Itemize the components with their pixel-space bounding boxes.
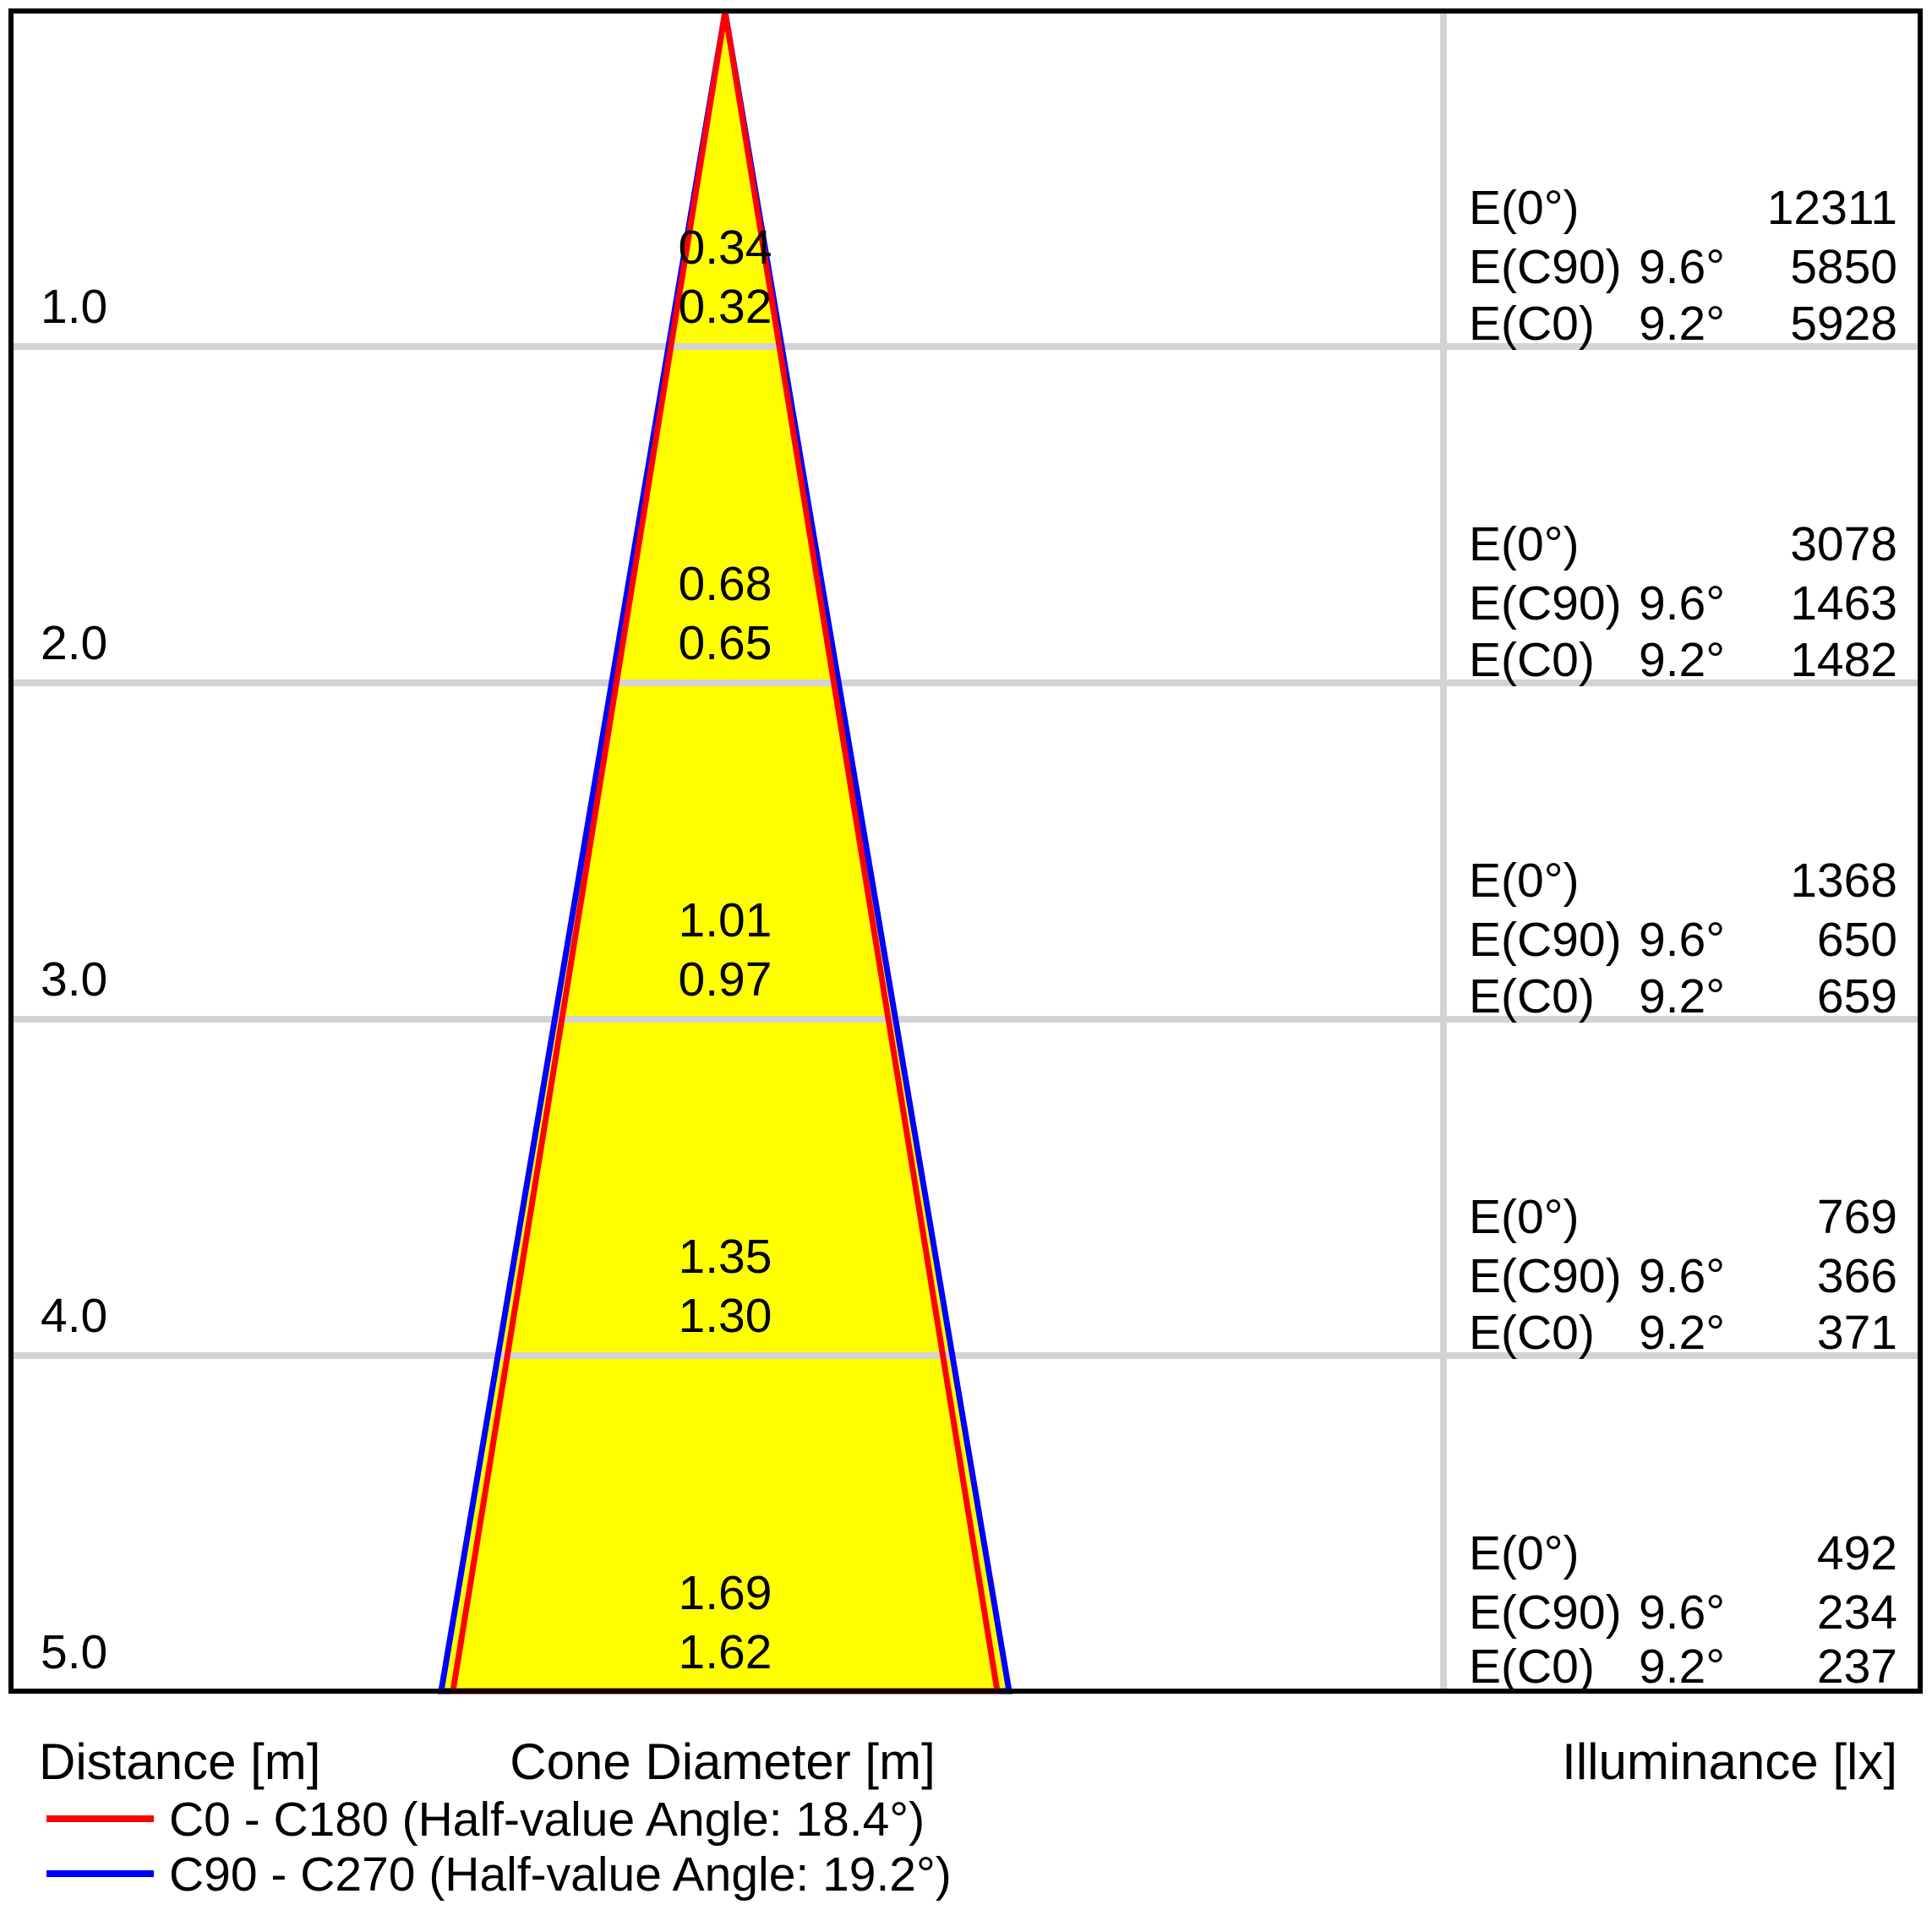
- ec0-label: E(C0): [1469, 297, 1595, 351]
- ec0-label: E(C0): [1469, 1640, 1595, 1694]
- e0-label: E(0°): [1469, 1526, 1579, 1580]
- ec90-angle: 9.6°: [1639, 1249, 1725, 1303]
- legend-c90-label: C90 - C270 (Half-value Angle: 19.2°): [169, 1847, 952, 1902]
- distance-value: 5.0: [41, 1625, 107, 1679]
- e0-value: 492: [1817, 1526, 1897, 1580]
- ec0-value: 371: [1817, 1306, 1897, 1360]
- cone-diameter-c90: 1.01: [679, 893, 772, 947]
- e0-value: 3078: [1790, 517, 1897, 571]
- cone-diameter-c90: 0.34: [679, 221, 772, 275]
- cone-diameter-c0: 0.97: [679, 952, 772, 1007]
- distance-value: 4.0: [41, 1289, 107, 1343]
- cone-diameter-c0: 1.30: [679, 1289, 772, 1343]
- ec90-value: 1463: [1790, 576, 1897, 630]
- ec90-angle: 9.6°: [1639, 913, 1725, 967]
- ec90-value: 366: [1817, 1249, 1897, 1303]
- distance-value: 1.0: [41, 280, 107, 334]
- cone-fill: [441, 12, 1009, 1691]
- ec90-label: E(C90): [1469, 576, 1622, 630]
- distance-value: 3.0: [41, 952, 107, 1007]
- ec0-label: E(C0): [1469, 633, 1595, 687]
- cone-diameter-c0: 0.32: [679, 280, 772, 334]
- ec0-value: 659: [1817, 969, 1897, 1023]
- ec0-angle: 9.2°: [1639, 1640, 1725, 1694]
- ec90-value: 234: [1817, 1585, 1897, 1640]
- distance-value: 2.0: [41, 616, 107, 670]
- e0-value: 12311: [1767, 181, 1897, 235]
- illuminance-axis-label: Illuminance [lx]: [1562, 1733, 1897, 1790]
- ec90-angle: 9.6°: [1639, 240, 1725, 294]
- ec0-value: 237: [1817, 1640, 1897, 1694]
- cone-diameter-c90: 1.35: [679, 1230, 772, 1284]
- cone-diameter-c0: 0.65: [679, 616, 772, 670]
- e0-label: E(0°): [1469, 517, 1579, 571]
- ec90-label: E(C90): [1469, 913, 1622, 967]
- ec90-label: E(C90): [1469, 1249, 1622, 1303]
- ec90-angle: 9.6°: [1639, 1585, 1725, 1640]
- ec0-angle: 9.2°: [1639, 1306, 1725, 1360]
- e0-label: E(0°): [1469, 181, 1579, 235]
- cone-diameter-axis-label: Cone Diameter [m]: [510, 1733, 936, 1790]
- ec90-angle: 9.6°: [1639, 576, 1725, 630]
- ec0-angle: 9.2°: [1639, 633, 1725, 687]
- ec0-angle: 9.2°: [1639, 969, 1725, 1023]
- ec0-label: E(C0): [1469, 1306, 1595, 1360]
- e0-value: 769: [1817, 1190, 1897, 1244]
- e0-label: E(0°): [1469, 854, 1579, 908]
- cone-diameter-c90: 0.68: [679, 557, 772, 611]
- ec90-label: E(C90): [1469, 240, 1622, 294]
- ec0-label: E(C0): [1469, 969, 1595, 1023]
- e0-label: E(0°): [1469, 1190, 1579, 1244]
- distance-axis-label: Distance [m]: [39, 1733, 320, 1790]
- ec90-value: 5850: [1790, 240, 1897, 294]
- ec90-label: E(C90): [1469, 1585, 1622, 1640]
- e0-value: 1368: [1790, 854, 1897, 908]
- ec0-angle: 9.2°: [1639, 297, 1725, 351]
- ec0-value: 1482: [1790, 633, 1897, 687]
- cone-diameter-c0: 1.62: [679, 1625, 772, 1679]
- ec0-value: 5928: [1790, 297, 1897, 351]
- cone-diameter-c90: 1.69: [679, 1566, 772, 1620]
- legend-c0-label: C0 - C180 (Half-value Angle: 18.4°): [169, 1793, 925, 1847]
- chart-border: [8, 8, 1923, 1694]
- ec90-value: 650: [1817, 913, 1897, 967]
